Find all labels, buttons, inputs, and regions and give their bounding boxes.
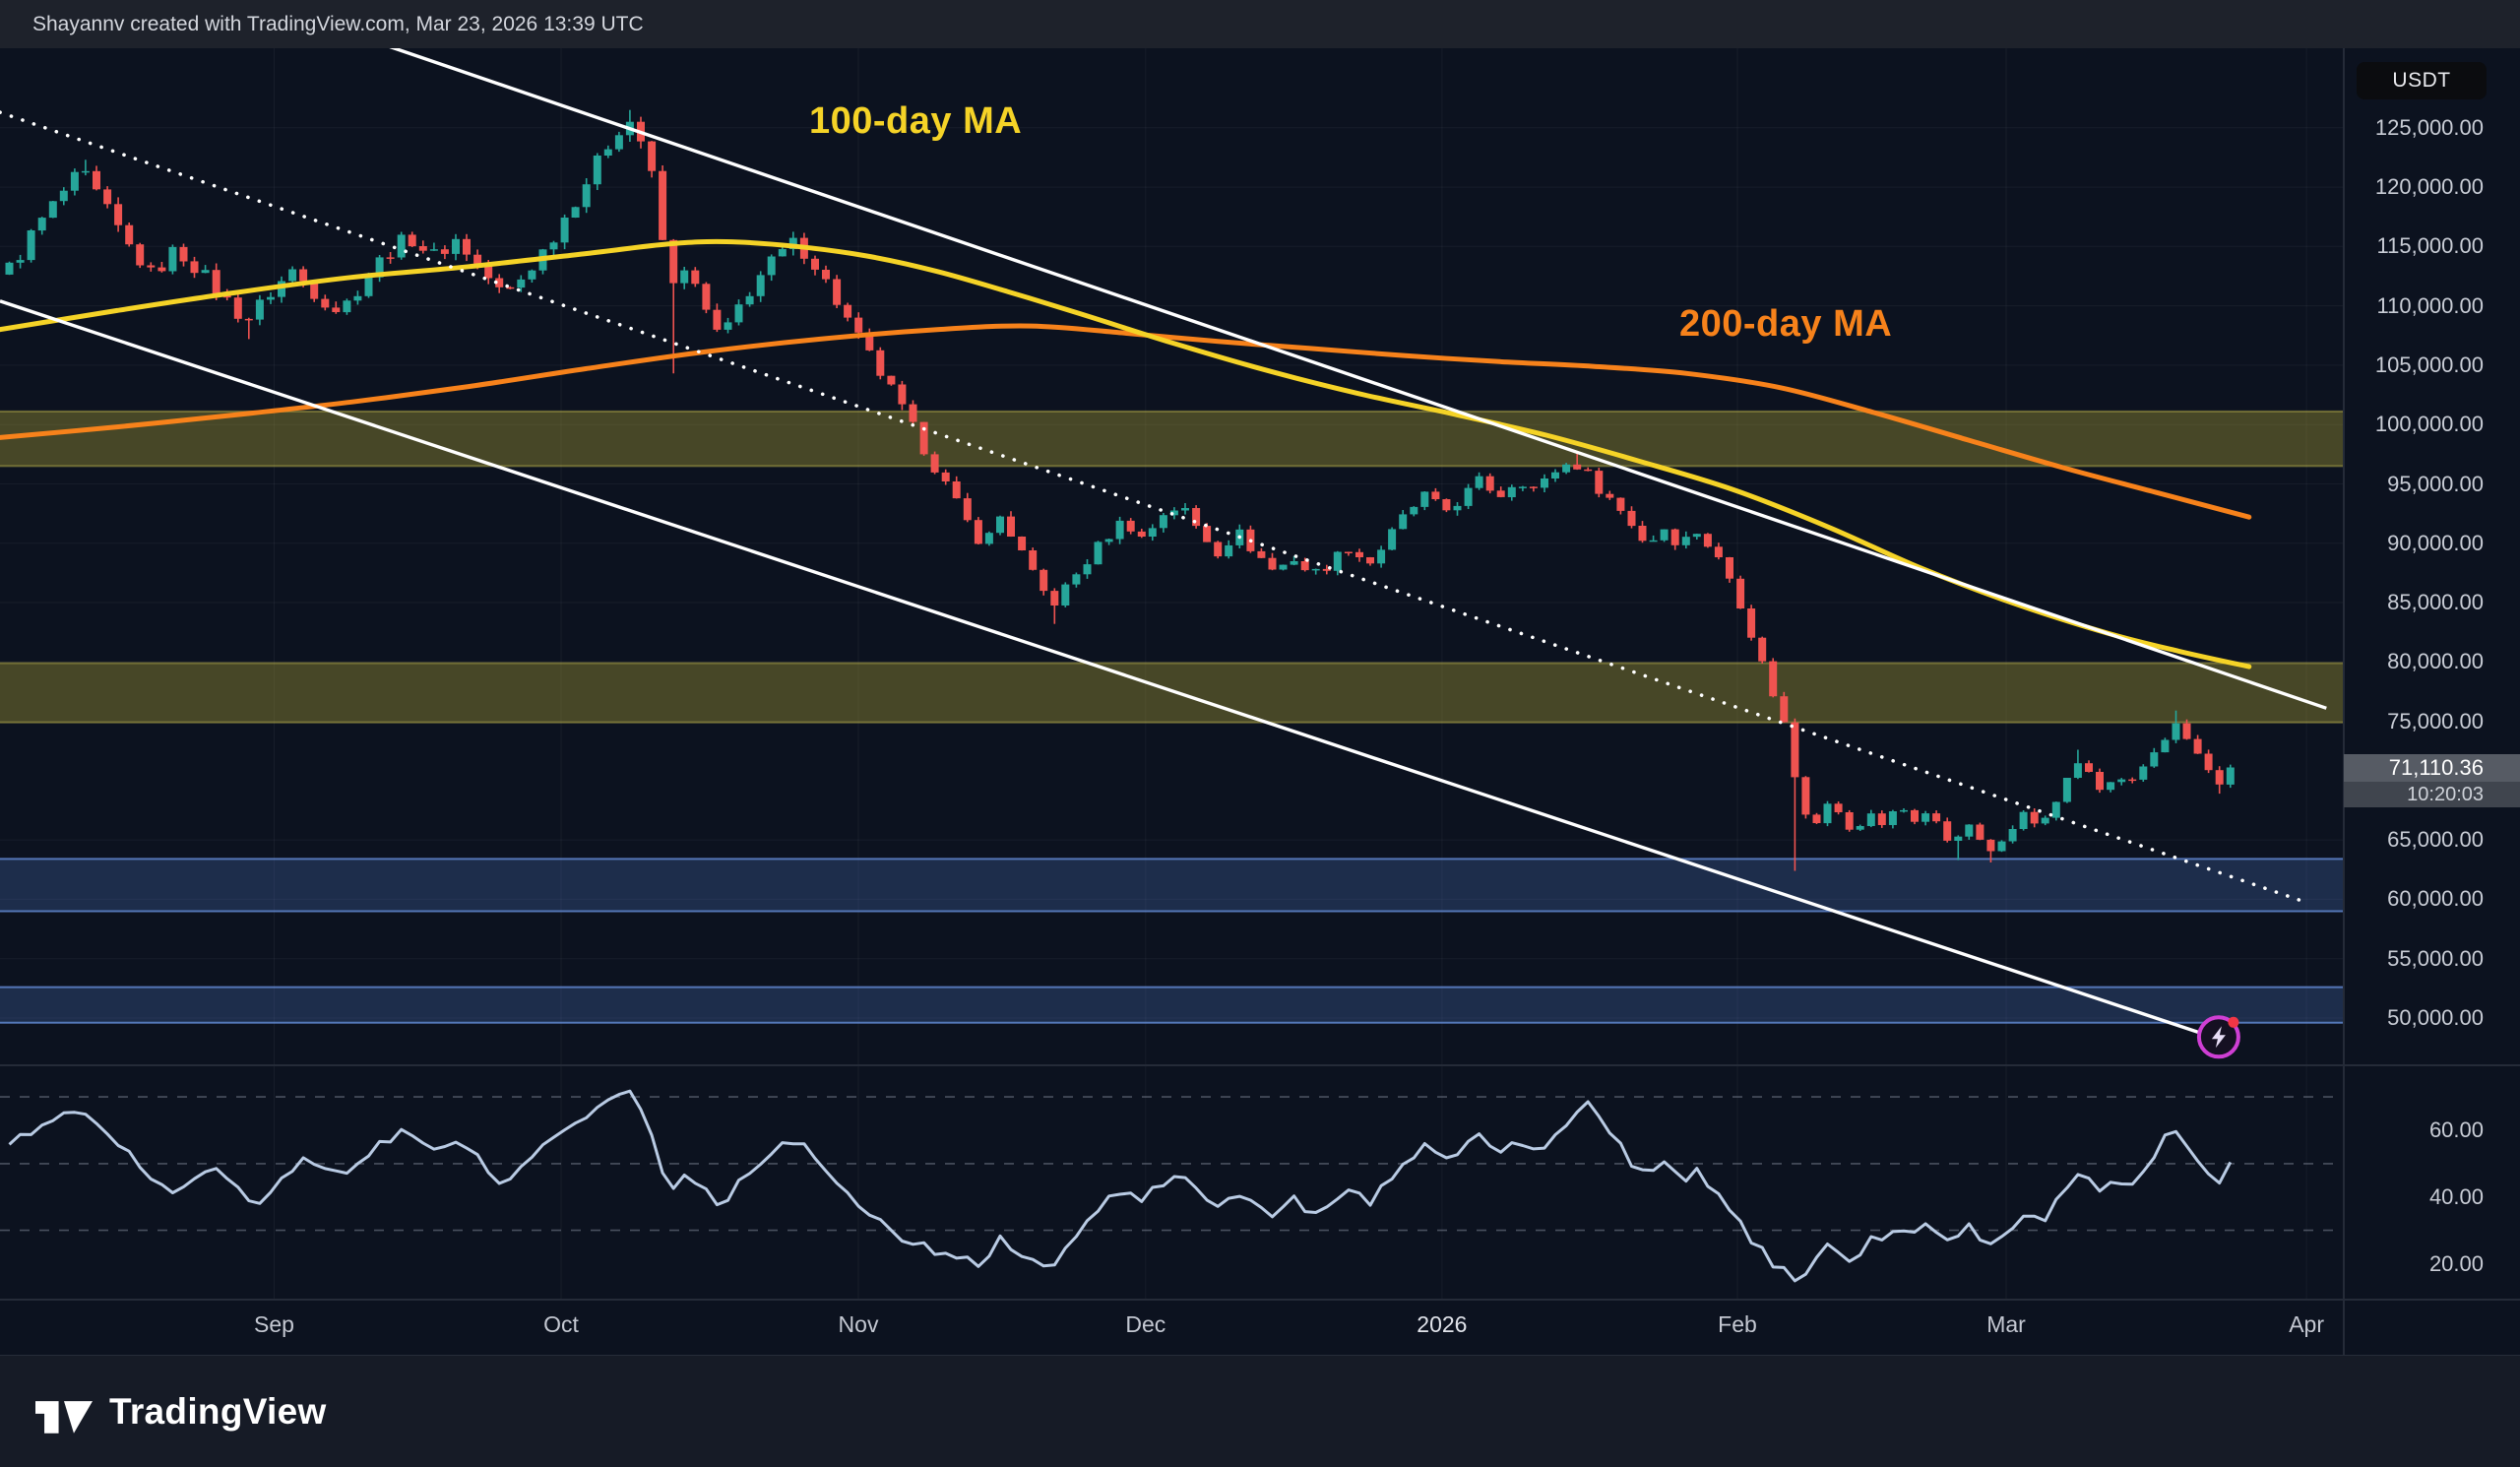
ma-100-line[interactable] (0, 238, 2252, 670)
price-chart-canvas[interactable] (0, 0, 2343, 1355)
rsi-line[interactable] (8, 1089, 2233, 1283)
ma-200-line[interactable] (0, 323, 2252, 520)
gridlines (0, 48, 2343, 1299)
ma100-label: 100-day MA (809, 100, 1023, 142)
tradingview-wordmark[interactable]: TradingView (109, 1390, 327, 1432)
attribution-bar: Shayannv created with TradingView.com, M… (0, 0, 2520, 48)
tradingview-logo[interactable] (35, 1388, 93, 1435)
resistance-zone-lower[interactable] (0, 662, 2343, 724)
candlestick-series[interactable] (5, 109, 2235, 871)
rsi-pane[interactable] (0, 1089, 2343, 1283)
time-axis-separator (0, 1299, 2520, 1301)
last-price-badge: 71,110.36 10:20:03 (2344, 753, 2520, 807)
channel-midline-dotted[interactable] (0, 110, 2310, 905)
price-zones[interactable] (0, 410, 2343, 1024)
currency-unit-button[interactable]: USDT (2357, 62, 2487, 99)
bar-countdown: 10:20:03 (2344, 781, 2520, 807)
pane-separator[interactable] (0, 1064, 2520, 1066)
support-zone-lower[interactable] (0, 986, 2343, 1024)
resistance-zone-upper[interactable] (0, 410, 2343, 468)
chart-background (0, 48, 2520, 1355)
attribution-text: Shayannv created with TradingView.com, M… (32, 12, 644, 35)
channel-lower-trendline[interactable] (0, 299, 2203, 1036)
footer-bar: TradingView (0, 1355, 2520, 1467)
idea-marker-icon[interactable] (2196, 1015, 2240, 1059)
support-zone-upper[interactable] (0, 858, 2343, 913)
channel-upper-trendline[interactable] (234, 0, 2327, 710)
last-price-value: 71,110.36 (2344, 753, 2520, 782)
ma200-label: 200-day MA (1679, 303, 1893, 345)
price-scale-divider (2343, 48, 2345, 1355)
